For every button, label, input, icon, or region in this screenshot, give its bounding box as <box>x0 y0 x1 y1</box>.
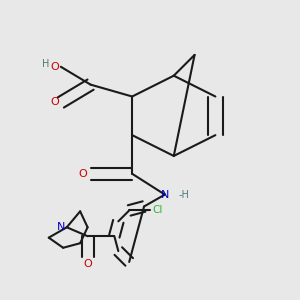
Text: O: O <box>83 260 92 269</box>
Text: N: N <box>57 222 65 232</box>
Text: O: O <box>79 169 88 179</box>
Text: O: O <box>50 98 59 107</box>
Text: N: N <box>161 190 169 200</box>
Text: H: H <box>42 59 50 69</box>
Text: O: O <box>50 62 59 72</box>
Text: Cl: Cl <box>152 206 163 215</box>
Text: -H: -H <box>179 190 190 200</box>
